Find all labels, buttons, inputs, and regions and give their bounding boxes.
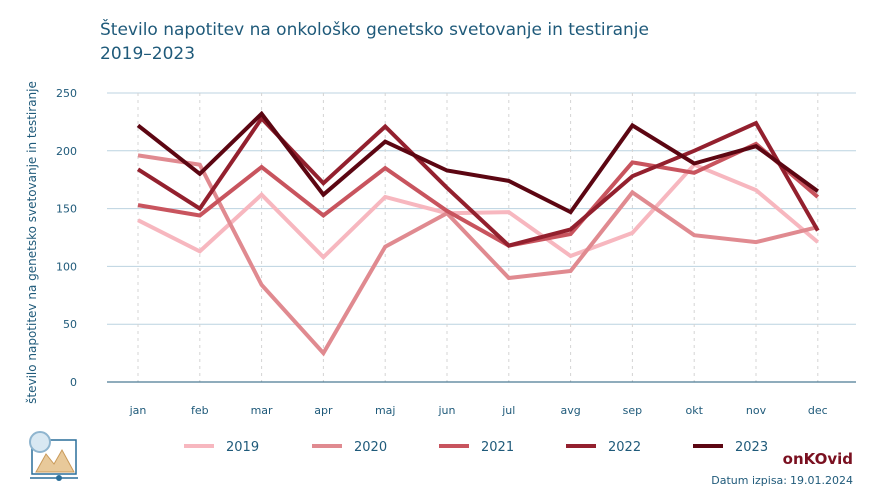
legend[interactable]: 2019 2020 2021 2022 2023 [184, 440, 768, 455]
y-tick-label: 0 [70, 376, 77, 389]
print-date-value: 19.01.2024 [790, 474, 853, 487]
y-tick-label: 100 [56, 260, 77, 273]
series-line-2022 [136, 115, 820, 248]
x-tick-label: apr [314, 404, 333, 417]
chart-title-line1: Število napotitev na onkološko genetsko … [100, 20, 649, 40]
series-line-2023 [136, 110, 819, 215]
x-tick-label: jan [129, 404, 147, 417]
x-tick-label: dec [808, 404, 828, 417]
onkovid-logo [22, 428, 80, 488]
y-tick-label: 50 [63, 318, 77, 331]
y-tick-labels: 0 50 100 150 200 250 [56, 87, 77, 389]
y-tick-label: 200 [56, 145, 77, 158]
chart-title: Število napotitev na onkološko genetsko … [100, 18, 649, 66]
x-tick-label: jul [501, 404, 515, 417]
legend-item-2021[interactable]: 2021 [439, 440, 514, 455]
legend-item-2023[interactable]: 2023 [693, 440, 768, 455]
brand-name: onKOvid [782, 450, 853, 468]
y-axis-label: število napotitev na genetsko svetovanje… [25, 81, 39, 404]
y-tick-label: 150 [56, 203, 77, 216]
series-line-2020 [137, 153, 819, 357]
chart-title-line2: 2019–2023 [100, 44, 196, 64]
legend-item-2022[interactable]: 2022 [566, 440, 641, 455]
grid-lines [107, 92, 856, 382]
legend-item-2020[interactable]: 2020 [312, 440, 387, 455]
print-date: Datum izpisa: 19.01.2024 [708, 474, 853, 487]
legend-label: 2022 [608, 440, 641, 455]
series-lines [136, 110, 820, 357]
x-tick-label: avg [560, 404, 580, 417]
x-tick-label: sep [623, 404, 642, 417]
y-tick-label: 250 [56, 87, 77, 100]
x-tick-label: feb [191, 404, 209, 417]
x-tick-label: nov [746, 404, 767, 417]
legend-label: 2020 [354, 440, 387, 455]
legend-label: 2019 [226, 440, 259, 455]
x-tick-label: okt [685, 404, 703, 417]
x-tick-label: jun [438, 404, 456, 417]
legend-label: 2021 [481, 440, 514, 455]
legend-label: 2023 [735, 440, 768, 455]
x-tick-label: mar [251, 404, 273, 417]
x-tick-label: maj [375, 404, 396, 417]
print-date-label: Datum izpisa: [711, 474, 788, 487]
x-tick-labels: jan feb mar apr maj jun jul avg sep okt nov dec [129, 404, 828, 417]
legend-item-2019[interactable]: 2019 [184, 440, 259, 455]
series-line-2021 [137, 141, 820, 248]
